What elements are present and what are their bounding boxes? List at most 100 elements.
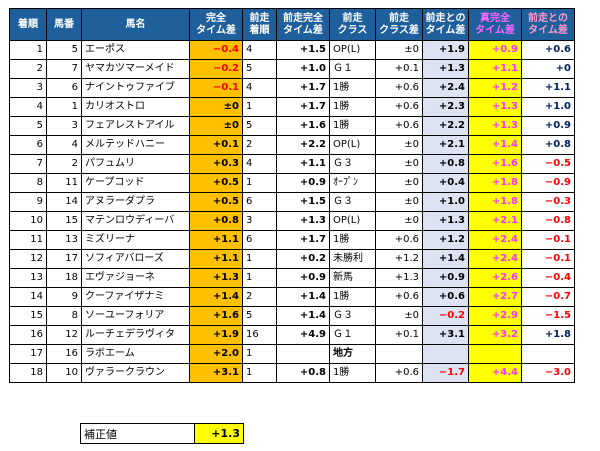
table-row: 18 10 ヴァラークラウン +3.1 1 +0.8 1勝 +0.6 −1.7 +4.4 −3.0 — [9, 363, 575, 383]
cell-number: 10 — [46, 363, 82, 383]
cell-number: 14 — [46, 192, 82, 212]
cell-shin-kanzen — [468, 344, 522, 364]
cell-prev-kanzen: +1.5 — [276, 40, 330, 60]
cell-number: 11 — [46, 173, 82, 193]
table-row: 2 7 ヤマカツマーメイド −0.2 5 +1.0 Ｇ１ +0.1 +1.3 +1.1 +0 — [9, 59, 575, 79]
cell-prev-rank: 2 — [242, 135, 277, 155]
cell-kanzen: −0.2 — [189, 59, 243, 79]
cell-kanzen: +0.5 — [189, 173, 243, 193]
header-time-diff: 前走との タイム差 — [422, 8, 469, 41]
cell-class-diff: ±0 — [375, 40, 423, 60]
cell-prev-class: 1勝 — [329, 363, 376, 383]
cell-time-diff: −1.7 — [422, 363, 469, 383]
results-table: 着順 馬番 馬名 完全 タイム差 前走 着順 前走完全 タイム差 前走 クラス … — [9, 8, 575, 383]
cell-horse-name: エヴァジョーネ — [81, 268, 190, 288]
cell-horse-name: ルーチェデラヴィタ — [81, 325, 190, 345]
cell-kanzen: +3.1 — [189, 363, 243, 383]
cell-number: 5 — [46, 40, 82, 60]
cell-kanzen: +0.1 — [189, 135, 243, 155]
cell-time-diff: +1.0 — [422, 192, 469, 212]
cell-rank: 7 — [9, 154, 47, 174]
cell-time-diff: +1.3 — [422, 211, 469, 231]
header-class-diff: 前走 クラス差 — [375, 8, 423, 41]
cell-prev-kanzen: +0.9 — [276, 268, 330, 288]
cell-prev-rank: 2 — [242, 287, 277, 307]
cell-class-diff: +0.6 — [375, 97, 423, 117]
cell-prev-class: Ｇ３ — [329, 306, 376, 326]
cell-time-diff: +3.1 — [422, 325, 469, 345]
cell-time-diff: +2.2 — [422, 116, 469, 136]
table-row: 14 9 クーファイザナミ +1.4 2 +1.4 1勝 +0.6 +0.6 +2.7 −0.7 — [9, 287, 575, 307]
cell-prev-class: 1勝 — [329, 116, 376, 136]
cell-last-time-diff — [521, 344, 575, 364]
cell-class-diff: +0.6 — [375, 287, 423, 307]
cell-class-diff: ±0 — [375, 306, 423, 326]
cell-time-diff: +1.2 — [422, 230, 469, 250]
cell-class-diff: ±0 — [375, 154, 423, 174]
cell-prev-class: Ｇ１ — [329, 325, 376, 345]
table-row: 11 13 ミズリーナ +1.1 6 +1.7 1勝 +0.6 +1.2 +2.4 −0.1 — [9, 230, 575, 250]
cell-shin-kanzen: +4.4 — [468, 363, 522, 383]
cell-prev-rank: 1 — [242, 268, 277, 288]
cell-prev-kanzen: +1.1 — [276, 154, 330, 174]
cell-number: 9 — [46, 287, 82, 307]
cell-last-time-diff: −3.0 — [521, 363, 575, 383]
cell-time-diff — [422, 344, 469, 364]
header-prev-class: 前走 クラス — [329, 8, 376, 41]
table-row: 10 15 マテンロウディーバ +0.8 3 +1.3 OP(L) ±0 +1.3 +2.1 −0.… — [9, 211, 575, 231]
cell-shin-kanzen: +1.4 — [468, 135, 522, 155]
cell-shin-kanzen: +1.8 — [468, 173, 522, 193]
cell-horse-name: メルテッドハニー — [81, 135, 190, 155]
cell-horse-name: フェアレストアイル — [81, 116, 190, 136]
cell-prev-rank: 4 — [242, 78, 277, 98]
cell-time-diff: +0.6 — [422, 287, 469, 307]
cell-kanzen: +1.9 — [189, 325, 243, 345]
cell-class-diff: +1.3 — [375, 268, 423, 288]
cell-number: 13 — [46, 230, 82, 250]
cell-prev-class: Ｇ３ — [329, 192, 376, 212]
cell-last-time-diff: +0.8 — [521, 135, 575, 155]
cell-prev-kanzen: +1.6 — [276, 116, 330, 136]
cell-last-time-diff: +1.1 — [521, 78, 575, 98]
cell-shin-kanzen: +2.7 — [468, 287, 522, 307]
cell-shin-kanzen: +2.1 — [468, 211, 522, 231]
cell-rank: 12 — [9, 249, 47, 269]
cell-rank: 11 — [9, 230, 47, 250]
correction-box: 補正値 +1.3 — [80, 423, 244, 444]
cell-prev-kanzen: +1.4 — [276, 287, 330, 307]
cell-shin-kanzen: +2.6 — [468, 268, 522, 288]
cell-shin-kanzen: +3.2 — [468, 325, 522, 345]
header-last-time-diff: 前走との タイム差 — [521, 8, 575, 41]
cell-kanzen: −0.4 — [189, 40, 243, 60]
cell-rank: 13 — [9, 268, 47, 288]
cell-shin-kanzen: +1.3 — [468, 116, 522, 136]
cell-last-time-diff: −0.9 — [521, 173, 575, 193]
cell-kanzen: ±0 — [189, 97, 243, 117]
cell-prev-class: 1勝 — [329, 287, 376, 307]
cell-shin-kanzen: +1.8 — [468, 192, 522, 212]
cell-prev-kanzen: +1.7 — [276, 78, 330, 98]
cell-time-diff: +1.4 — [422, 249, 469, 269]
cell-horse-name: ヴァラークラウン — [81, 363, 190, 383]
cell-shin-kanzen: +1.6 — [468, 154, 522, 174]
cell-prev-kanzen: +1.3 — [276, 211, 330, 231]
cell-number: 17 — [46, 249, 82, 269]
cell-prev-rank: 5 — [242, 306, 277, 326]
cell-shin-kanzen: +0.9 — [468, 40, 522, 60]
cell-rank: 16 — [9, 325, 47, 345]
table-row: 13 18 エヴァジョーネ +1.3 1 +0.9 新馬 +1.3 +0.9 +2.6 −0.4 — [9, 268, 575, 288]
cell-shin-kanzen: +2.9 — [468, 306, 522, 326]
cell-prev-kanzen: +1.0 — [276, 59, 330, 79]
header-prev-kanzen: 前走完全 タイム差 — [276, 8, 330, 41]
header-prev-rank: 前走 着順 — [242, 8, 277, 41]
cell-last-time-diff: −0.3 — [521, 192, 575, 212]
cell-class-diff: +1.2 — [375, 249, 423, 269]
cell-prev-rank: 4 — [242, 40, 277, 60]
cell-prev-class: 1勝 — [329, 230, 376, 250]
cell-number: 2 — [46, 154, 82, 174]
cell-number: 6 — [46, 78, 82, 98]
cell-prev-rank: 5 — [242, 59, 277, 79]
cell-prev-class: Ｇ３ — [329, 154, 376, 174]
cell-class-diff: ±0 — [375, 135, 423, 155]
cell-kanzen: +0.3 — [189, 154, 243, 174]
